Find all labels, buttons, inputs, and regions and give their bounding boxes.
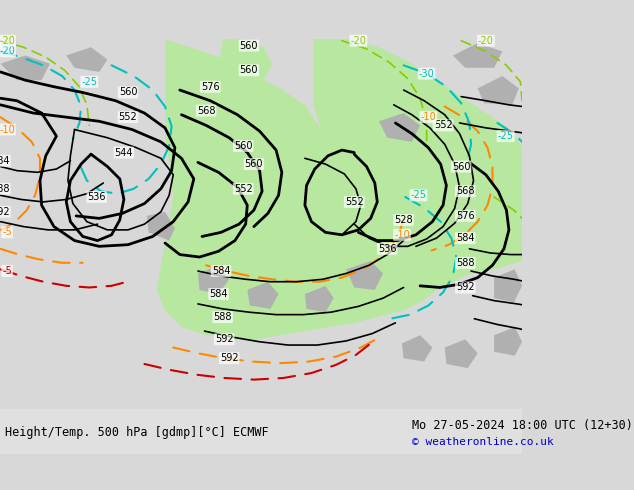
Polygon shape bbox=[477, 76, 519, 105]
Text: 576: 576 bbox=[201, 82, 219, 92]
Polygon shape bbox=[313, 39, 522, 228]
Polygon shape bbox=[157, 39, 522, 339]
Polygon shape bbox=[1, 55, 50, 80]
Text: -10: -10 bbox=[420, 112, 436, 122]
Text: Height/Temp. 500 hPa [gdmp][°C] ECMWF: Height/Temp. 500 hPa [gdmp][°C] ECMWF bbox=[4, 426, 268, 439]
Polygon shape bbox=[453, 43, 502, 68]
Text: -25: -25 bbox=[81, 77, 98, 87]
Text: 592: 592 bbox=[0, 207, 10, 217]
Polygon shape bbox=[494, 270, 522, 302]
Text: 568: 568 bbox=[197, 105, 216, 116]
Text: 584: 584 bbox=[212, 266, 230, 276]
Polygon shape bbox=[461, 162, 522, 249]
Text: 560: 560 bbox=[452, 162, 470, 172]
Text: 588: 588 bbox=[214, 312, 232, 322]
Text: 592: 592 bbox=[456, 282, 475, 293]
Polygon shape bbox=[147, 212, 175, 241]
Text: 536: 536 bbox=[378, 244, 396, 254]
Text: -20: -20 bbox=[0, 36, 15, 46]
Text: -25: -25 bbox=[498, 131, 514, 141]
Text: 568: 568 bbox=[456, 186, 475, 196]
Text: 560: 560 bbox=[240, 65, 258, 75]
Bar bbox=[1, 409, 522, 455]
Text: -5: -5 bbox=[2, 266, 12, 276]
Text: -20: -20 bbox=[0, 47, 15, 56]
Polygon shape bbox=[402, 335, 432, 362]
Text: 576: 576 bbox=[456, 211, 475, 221]
Text: 552: 552 bbox=[234, 184, 252, 194]
Text: 560: 560 bbox=[119, 88, 137, 98]
Text: 588: 588 bbox=[0, 184, 10, 194]
Polygon shape bbox=[219, 39, 272, 88]
Polygon shape bbox=[247, 282, 278, 309]
Text: 552: 552 bbox=[345, 197, 364, 207]
Text: 552: 552 bbox=[434, 121, 453, 130]
Text: -30: -30 bbox=[419, 69, 434, 78]
Polygon shape bbox=[494, 327, 522, 356]
Polygon shape bbox=[346, 261, 383, 290]
Text: -10: -10 bbox=[394, 230, 410, 240]
Text: 528: 528 bbox=[394, 215, 413, 225]
Text: 552: 552 bbox=[119, 112, 138, 122]
Text: 560: 560 bbox=[240, 41, 258, 50]
Polygon shape bbox=[379, 113, 420, 142]
Text: Mo 27-05-2024 18:00 UTC (12+30): Mo 27-05-2024 18:00 UTC (12+30) bbox=[412, 419, 633, 432]
Text: -25: -25 bbox=[410, 190, 427, 200]
Polygon shape bbox=[305, 286, 333, 312]
Polygon shape bbox=[67, 47, 107, 72]
Polygon shape bbox=[444, 339, 477, 368]
Text: -20: -20 bbox=[351, 36, 366, 46]
Text: 584: 584 bbox=[456, 233, 475, 243]
Text: 560: 560 bbox=[245, 159, 263, 169]
Text: 588: 588 bbox=[456, 258, 475, 268]
Text: 544: 544 bbox=[115, 147, 133, 158]
Text: -10: -10 bbox=[0, 124, 15, 135]
Text: -20: -20 bbox=[478, 36, 494, 46]
Text: 584: 584 bbox=[209, 289, 228, 299]
Text: 536: 536 bbox=[87, 192, 106, 202]
Text: -5: -5 bbox=[2, 227, 12, 237]
Text: 592: 592 bbox=[220, 353, 238, 363]
Polygon shape bbox=[198, 265, 229, 294]
Text: 584: 584 bbox=[0, 156, 10, 166]
Text: 592: 592 bbox=[215, 334, 233, 344]
Text: 560: 560 bbox=[234, 141, 252, 151]
Text: © weatheronline.co.uk: © weatheronline.co.uk bbox=[412, 437, 553, 447]
